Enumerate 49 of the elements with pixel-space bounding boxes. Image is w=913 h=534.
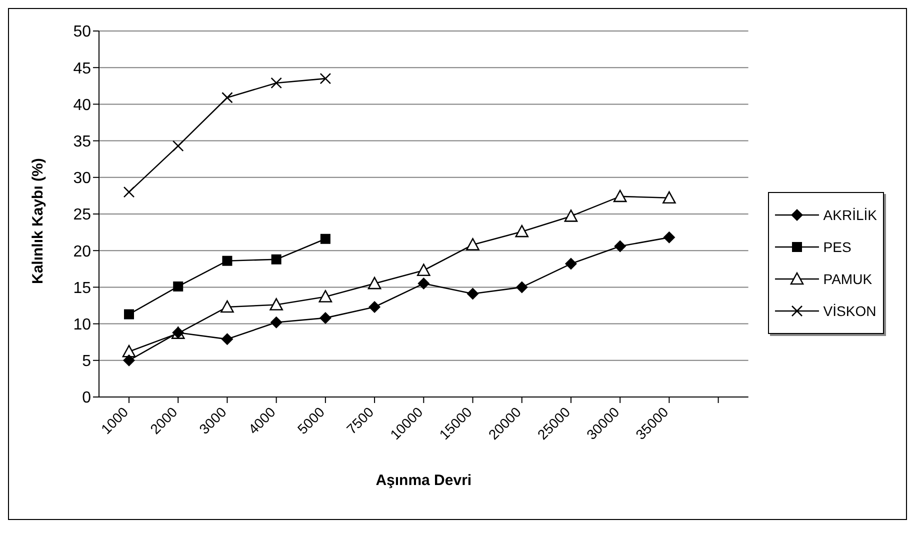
point (220, 300, 234, 313)
point (564, 210, 578, 222)
point (418, 278, 430, 290)
point (515, 224, 529, 238)
y-tick-label: 45 (73, 60, 92, 78)
point (320, 72, 332, 84)
point (564, 258, 577, 270)
y-tick-label: 25 (73, 206, 92, 224)
y-tick-label: 20 (73, 243, 92, 260)
y-tick-label: 10 (73, 316, 92, 334)
legend-label: VİSKON (823, 303, 876, 319)
point (271, 254, 282, 264)
y-tick-label: 50 (73, 24, 92, 41)
point (222, 256, 232, 266)
legend-label: PAMUK (823, 271, 872, 287)
legend-label: AKRİLİK (823, 207, 877, 223)
point (614, 240, 626, 252)
point (319, 312, 332, 324)
y-tick-label: 0 (82, 390, 92, 407)
point (173, 281, 184, 292)
point (417, 264, 430, 276)
point (318, 290, 332, 302)
point (270, 298, 283, 310)
point (516, 281, 528, 294)
x-axis-title: Aşınma Devri (376, 472, 472, 489)
point (466, 238, 480, 250)
point (123, 354, 135, 366)
y-tick-label: 35 (73, 133, 92, 150)
point (270, 77, 282, 89)
point (124, 309, 134, 320)
point (663, 231, 676, 244)
point (368, 300, 381, 313)
point (368, 276, 382, 290)
point (122, 344, 136, 358)
y-axis-title: Kalınlık Kaybı (%) (29, 158, 46, 284)
point (613, 190, 627, 202)
legend-label: PES (823, 239, 852, 255)
y-tick-label: 40 (73, 96, 92, 114)
point (320, 234, 330, 244)
point (221, 333, 234, 346)
point (123, 186, 135, 198)
point (662, 191, 676, 204)
point (172, 140, 184, 152)
point (222, 92, 233, 104)
y-tick-label: 15 (73, 280, 92, 297)
point (466, 288, 479, 300)
point (270, 316, 282, 328)
y-tick-label: 30 (73, 170, 92, 188)
y-tick-label: 5 (82, 353, 92, 370)
